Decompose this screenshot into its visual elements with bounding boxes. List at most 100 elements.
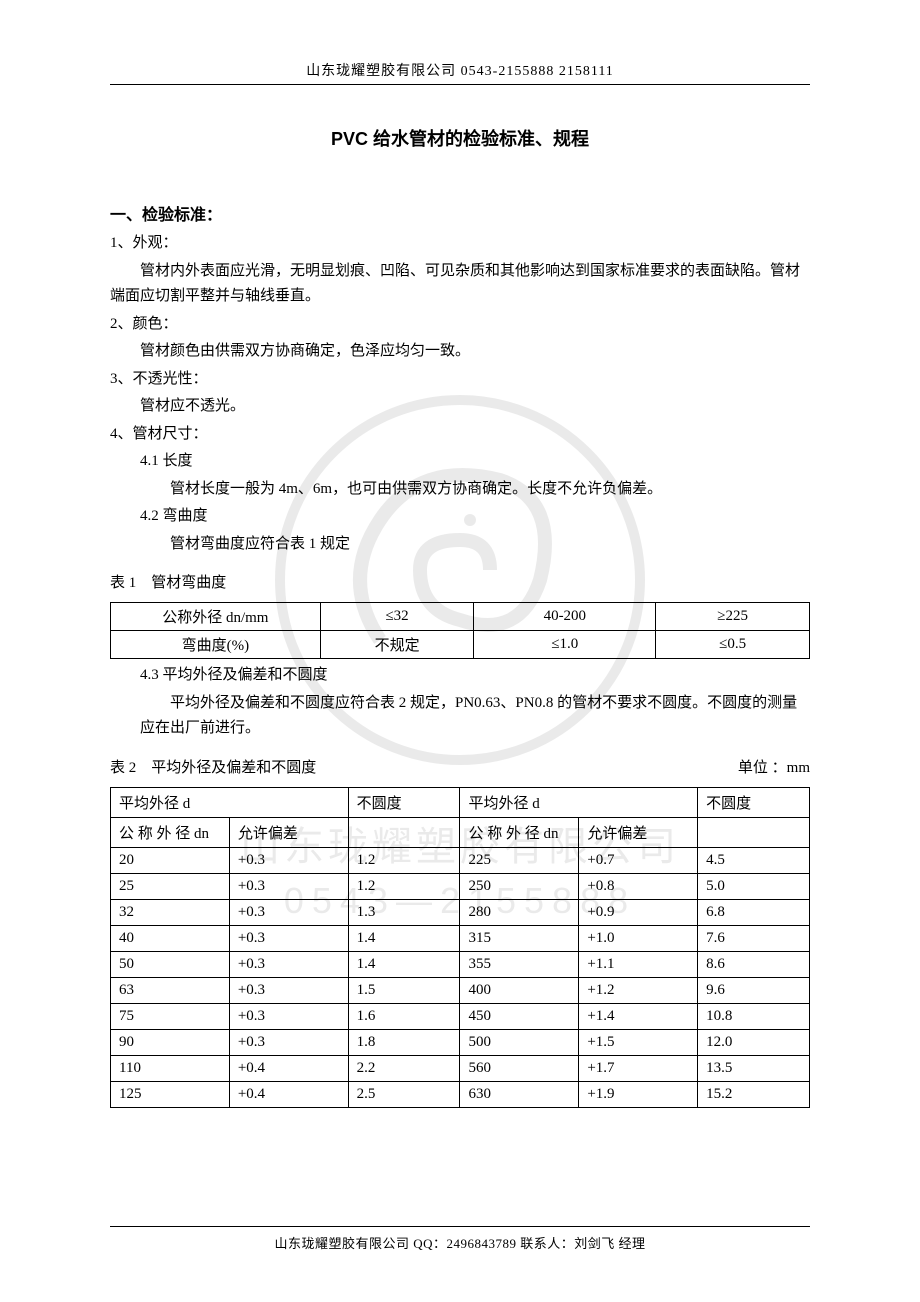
table-2-cell: +0.4 bbox=[229, 1055, 348, 1081]
table-2-cell: +0.3 bbox=[229, 899, 348, 925]
table-2-cell: 450 bbox=[460, 1003, 579, 1029]
table-2-cell: 9.6 bbox=[698, 977, 810, 1003]
table-2-cell: +0.3 bbox=[229, 977, 348, 1003]
table-2-cell: +0.4 bbox=[229, 1081, 348, 1107]
item-4-2-body: 管材弯曲度应符合表 1 规定 bbox=[110, 532, 810, 558]
table-2-cell: 50 bbox=[111, 951, 230, 977]
table-2-cell: 8.6 bbox=[698, 951, 810, 977]
table-2-cell: 1.5 bbox=[348, 977, 460, 1003]
table-1: 公称外径 dn/mm≤3240-200≥225 弯曲度(%)不规定≤1.0≤0.5 bbox=[110, 602, 810, 659]
table-2-header-cell: 公 称 外 径 dn bbox=[460, 817, 579, 847]
table-2-cell: +0.9 bbox=[579, 899, 698, 925]
table-2-cell: +0.3 bbox=[229, 951, 348, 977]
table-2-unit: 单位 ：mm bbox=[738, 756, 810, 777]
table-2-cell: 40 bbox=[111, 925, 230, 951]
table-2-cell: +1.4 bbox=[579, 1003, 698, 1029]
page-footer: 山东珑耀塑胶有限公司 QQ：2496843789 联系人：刘剑飞 经理 bbox=[110, 1226, 810, 1252]
table-2-cell: +1.2 bbox=[579, 977, 698, 1003]
table-2-cell: +1.7 bbox=[579, 1055, 698, 1081]
table-2-header-cell: 不圆度 bbox=[348, 787, 460, 817]
table-2-cell: 25 bbox=[111, 873, 230, 899]
table-2-cell: 1.8 bbox=[348, 1029, 460, 1055]
table-1-cell: 弯曲度(%) bbox=[111, 631, 321, 659]
table-1-caption: 表 1 管材弯曲度 bbox=[110, 571, 810, 592]
table-2-cell: 15.2 bbox=[698, 1081, 810, 1107]
table-2-cell: 10.8 bbox=[698, 1003, 810, 1029]
table-1-cell: 不规定 bbox=[320, 631, 474, 659]
table-1-cell: 40-200 bbox=[474, 603, 656, 631]
table-2-header-cell bbox=[698, 817, 810, 847]
item-4-1-body: 管材长度一般为 4m、6m，也可由供需双方协商确定。长度不允许负偏差。 bbox=[110, 477, 810, 503]
table-2-header-cell: 允许偏差 bbox=[229, 817, 348, 847]
table-2-header-cell: 允许偏差 bbox=[579, 817, 698, 847]
table-2-cell: 250 bbox=[460, 873, 579, 899]
item-4-1-label: 4.1 长度 bbox=[110, 449, 810, 475]
table-2-cell: 125 bbox=[111, 1081, 230, 1107]
table-2-cell: 75 bbox=[111, 1003, 230, 1029]
table-1-cell: ≤0.5 bbox=[656, 631, 810, 659]
item-2-label: 2、颜色： bbox=[110, 312, 810, 338]
table-2-cell: 400 bbox=[460, 977, 579, 1003]
table-2-cell: 630 bbox=[460, 1081, 579, 1107]
table-2-cell: +0.8 bbox=[579, 873, 698, 899]
table-2-cell: +0.3 bbox=[229, 925, 348, 951]
table-2-cell: 90 bbox=[111, 1029, 230, 1055]
table-2-cell: 2.2 bbox=[348, 1055, 460, 1081]
table-2-cell: 5.0 bbox=[698, 873, 810, 899]
table-2-cell: 1.6 bbox=[348, 1003, 460, 1029]
item-2-body: 管材颜色由供需双方协商确定，色泽应均匀一致。 bbox=[110, 339, 810, 365]
table-2-header-cell: 不圆度 bbox=[698, 787, 810, 817]
table-1-cell: 公称外径 dn/mm bbox=[111, 603, 321, 631]
table-2-cell: 4.5 bbox=[698, 847, 810, 873]
table-2-cell: 355 bbox=[460, 951, 579, 977]
table-2-cell: 7.6 bbox=[698, 925, 810, 951]
table-2-cell: +1.1 bbox=[579, 951, 698, 977]
table-2-cell: 1.4 bbox=[348, 951, 460, 977]
item-4-3-body: 平均外径及偏差和不圆度应符合表 2 规定，PN0.63、PN0.8 的管材不要求… bbox=[110, 691, 810, 742]
section-1-heading: 一、检验标准： bbox=[110, 201, 810, 225]
table-1-cell: ≤1.0 bbox=[474, 631, 656, 659]
table-2-header-cell: 平均外径 d bbox=[111, 787, 349, 817]
table-2-header-cell: 公 称 外 径 dn bbox=[111, 817, 230, 847]
page-title: PVC 给水管材的检验标准、规程 bbox=[110, 125, 810, 151]
item-3-label: 3、不透光性： bbox=[110, 367, 810, 393]
table-2-cell: 280 bbox=[460, 899, 579, 925]
item-1-body: 管材内外表面应光滑，无明显划痕、凹陷、可见杂质和其他影响达到国家标准要求的表面缺… bbox=[110, 259, 810, 310]
page-header: 山东珑耀塑胶有限公司 0543-2155888 2158111 bbox=[110, 60, 810, 85]
table-2-cell: 1.3 bbox=[348, 899, 460, 925]
table-1-cell: ≤32 bbox=[320, 603, 474, 631]
item-1-label: 1、外观： bbox=[110, 231, 810, 257]
table-2-cell: 560 bbox=[460, 1055, 579, 1081]
table-2-cell: +1.5 bbox=[579, 1029, 698, 1055]
table-2-cell: 315 bbox=[460, 925, 579, 951]
table-2-cell: +0.3 bbox=[229, 1003, 348, 1029]
item-4-2-label: 4.2 弯曲度 bbox=[110, 504, 810, 530]
table-2-cell: 63 bbox=[111, 977, 230, 1003]
item-4-3-label: 4.3 平均外径及偏差和不圆度 bbox=[110, 663, 810, 689]
table-2-cell: 20 bbox=[111, 847, 230, 873]
table-2-cell: +0.3 bbox=[229, 1029, 348, 1055]
table-2-cell: 13.5 bbox=[698, 1055, 810, 1081]
table-1-cell: ≥225 bbox=[656, 603, 810, 631]
item-4-label: 4、管材尺寸： bbox=[110, 422, 810, 448]
table-2-cell: 1.2 bbox=[348, 873, 460, 899]
table-2-cell: +0.3 bbox=[229, 873, 348, 899]
table-2-cell: 225 bbox=[460, 847, 579, 873]
table-2-cell: +0.3 bbox=[229, 847, 348, 873]
table-2-cell: 500 bbox=[460, 1029, 579, 1055]
table-2-cell: +1.0 bbox=[579, 925, 698, 951]
table-2-cell: 6.8 bbox=[698, 899, 810, 925]
table-2-caption: 表 2 平均外径及偏差和不圆度 bbox=[110, 756, 316, 777]
table-2-cell: 1.4 bbox=[348, 925, 460, 951]
table-2-cell: 32 bbox=[111, 899, 230, 925]
table-2-cell: 12.0 bbox=[698, 1029, 810, 1055]
table-2-cell: +0.7 bbox=[579, 847, 698, 873]
table-2-cell: 2.5 bbox=[348, 1081, 460, 1107]
table-2-cell: 110 bbox=[111, 1055, 230, 1081]
table-2-cell: +1.9 bbox=[579, 1081, 698, 1107]
table-2-header-cell: 平均外径 d bbox=[460, 787, 698, 817]
table-2: 平均外径 d不圆度平均外径 d不圆度公 称 外 径 dn允许偏差公 称 外 径 … bbox=[110, 787, 810, 1108]
table-2-cell: 1.2 bbox=[348, 847, 460, 873]
item-3-body: 管材应不透光。 bbox=[110, 394, 810, 420]
table-2-header-cell bbox=[348, 817, 460, 847]
